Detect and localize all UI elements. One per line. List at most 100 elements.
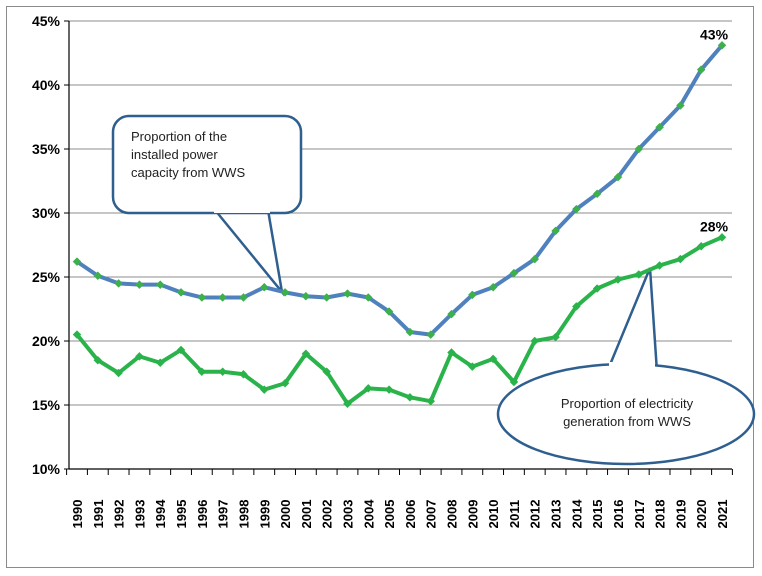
y-tick-label: 35% [32,141,61,157]
y-tick-label: 20% [32,333,61,349]
x-tick-label: 2021 [715,500,730,529]
data-point [135,352,144,361]
data-point [613,275,623,284]
callout-generation-text-2: generation from WWS [563,414,691,429]
callout-generation-text-1: Proportion of electricity [561,396,694,411]
x-tick-label: 2006 [403,500,418,529]
data-point [530,336,540,346]
x-tick-label: 2016 [611,500,626,529]
series-end-label: 28% [700,218,729,234]
data-point [696,241,706,251]
data-point [72,330,82,339]
data-point [176,345,186,355]
y-tick-label: 25% [32,269,61,285]
data-point [93,355,103,365]
data-point [155,280,165,290]
x-tick-label: 1990 [70,500,85,529]
callout-installed-pointer [214,209,285,297]
callout-installed-text-3: capacity from WWS [131,165,245,180]
data-point [405,327,415,337]
x-tick-label: 2010 [486,500,501,529]
y-tick-label: 15% [32,397,61,413]
data-point [572,204,581,214]
data-point [676,254,685,264]
data-point [467,362,477,371]
data-point [218,367,227,377]
data-point [322,293,332,302]
data-point [655,122,664,132]
y-tick-label: 30% [32,205,61,221]
data-point [488,354,498,364]
series-group: 43% 28% [72,26,729,409]
x-tick-label: 1999 [257,500,272,529]
data-point [467,290,477,300]
x-tick-label: 1993 [132,500,147,529]
callout-installed-box [111,114,303,215]
x-tick-label: 2004 [361,499,376,529]
data-point [551,332,560,342]
data-point [135,280,144,290]
data-point [218,293,227,302]
x-tick-label: 2020 [694,500,709,529]
data-point [384,307,394,316]
x-tick-label: 1995 [174,500,189,529]
x-tick-label: 2011 [507,500,522,528]
data-point [301,349,311,359]
data-point [384,385,394,394]
x-tick-label: 2008 [445,500,460,529]
series-end-label: 43% [700,26,729,42]
x-tick-label: 2001 [299,500,314,529]
data-point [488,282,498,292]
callout-electricity-generation: Proportion of electricity generation fro… [496,267,756,466]
callout-generation-pointer [605,267,659,373]
data-point [259,385,269,394]
data-point [155,358,165,368]
data-point [551,226,560,236]
data-point [322,367,332,377]
data-point [717,40,727,50]
y-tick-label: 45% [32,13,61,29]
x-tick-label: 2000 [278,500,293,529]
data-point [426,330,436,339]
x-axis: 1990 1991 1992 1993 1994 1995 1996 1997 1998 1999… [66,468,733,529]
data-point [114,279,123,288]
data-point [572,302,581,311]
y-axis: 10% 15% 20% 25% 30% 35% 40% 45% [32,13,70,477]
x-tick-label: 2005 [382,500,397,529]
series-electricity-generation: 28% [72,218,729,409]
data-point [717,232,727,242]
x-tick-label: 1992 [112,500,127,529]
data-point [176,288,186,297]
x-tick-label: 2013 [549,500,564,529]
callout-installed-text-2: installed power [131,147,218,162]
data-point [239,369,248,379]
x-tick-label: 2018 [653,500,668,529]
data-point [509,377,519,387]
chart-frame [6,6,754,568]
data-point [405,392,415,402]
data-point [114,368,123,378]
x-tick-label: 2014 [569,499,584,529]
x-tick-label: 1996 [195,500,210,529]
x-tick-label: 2015 [590,500,605,529]
data-point [634,270,644,279]
data-point [259,282,269,292]
data-point [93,271,103,281]
data-point [634,144,644,154]
x-tick-label: 2019 [673,500,688,529]
data-point [696,65,706,74]
x-tick-label: 2017 [632,500,647,529]
x-tick-label: 1998 [236,500,251,529]
data-point [426,396,436,406]
x-tick-label: 2003 [340,500,355,529]
data-point [676,101,685,110]
data-point [655,261,664,270]
x-tick-label: 1994 [153,499,168,529]
data-point [197,367,207,377]
x-tick-label: 2009 [465,500,480,529]
data-point [592,284,602,293]
data-point [509,268,519,278]
data-point [592,189,602,199]
data-point [280,378,290,388]
series-installed-capacity: 43% [72,26,729,339]
